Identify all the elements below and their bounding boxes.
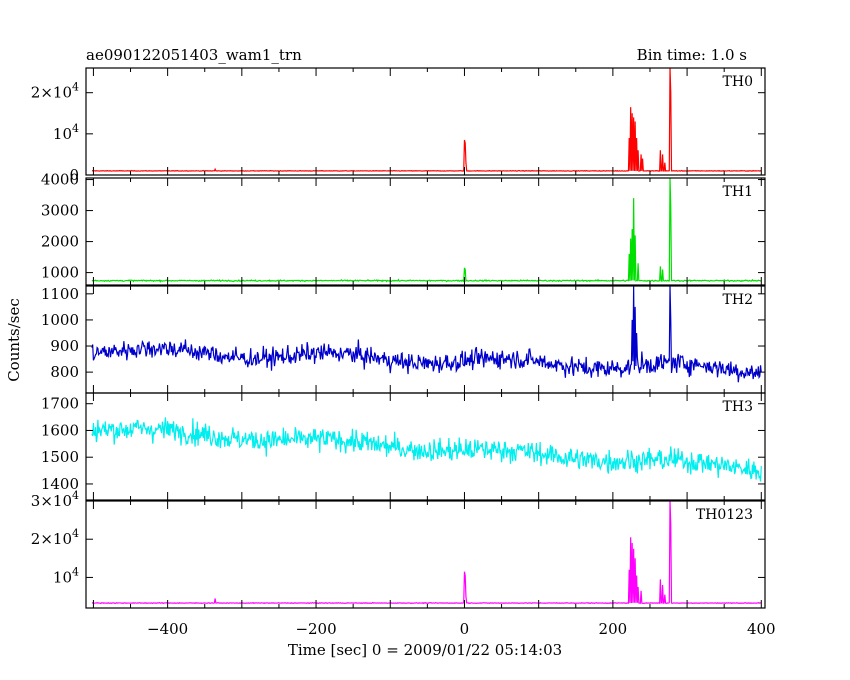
chart-title-left: ae090122051403_wam1_trn xyxy=(86,46,302,64)
panel-frame xyxy=(85,285,766,394)
y-tick-label: 104 xyxy=(53,122,79,143)
y-tick-label: 900 xyxy=(50,337,79,355)
y-tick-label: 1000 xyxy=(41,311,79,329)
y-tick-label: 1400 xyxy=(41,475,79,493)
series-line-th0 xyxy=(91,68,762,172)
panel-th0: TH0 0 104 2×104 xyxy=(31,67,766,184)
panel-frame xyxy=(85,67,766,176)
series-line-th2 xyxy=(91,286,762,383)
x-tick-labels: −400 −200 0 200 400 xyxy=(147,620,776,638)
y-tick-label: 1600 xyxy=(41,421,79,439)
y-tick-label: 1000 xyxy=(41,264,79,282)
x-tick-label: 200 xyxy=(599,620,628,638)
panel-frame xyxy=(85,500,766,609)
y-tick-label: 2×104 xyxy=(31,81,79,102)
y-tick-label: 0 xyxy=(69,166,79,184)
x-tick-label: −400 xyxy=(147,620,188,638)
y-axis-label: Counts/sec xyxy=(5,298,23,382)
y-tick-label: 1700 xyxy=(41,395,79,413)
y-tick-label: 800 xyxy=(50,363,79,381)
y-tick-label: 3000 xyxy=(41,202,79,220)
panel-th2: TH2 800 900 1000 1100 xyxy=(41,285,766,394)
series-line-th0123 xyxy=(91,501,762,605)
panel-th1: TH1 1000 2000 3000 4000 xyxy=(41,171,766,286)
x-tick-label: −200 xyxy=(295,620,336,638)
series-label-th0123: TH0123 xyxy=(696,507,753,523)
chart-panels: TH0 0 104 2×104 TH1 1000 2000 3000 4000 TH2 800 900… xyxy=(31,67,766,609)
y-tick-label: 4000 xyxy=(41,171,79,189)
series-line-th1 xyxy=(91,178,762,283)
y-tick-label: 1100 xyxy=(41,285,79,303)
y-tick-label: 2000 xyxy=(41,233,79,251)
chart-title-right: Bin time: 1.0 s xyxy=(637,46,747,64)
panel-frame xyxy=(85,177,766,286)
y-tick-label: 1500 xyxy=(41,448,79,466)
series-line-th3 xyxy=(91,417,762,482)
series-label-th1: TH1 xyxy=(723,184,753,200)
y-tick-label: 3×104 xyxy=(31,489,79,510)
x-tick-label: 400 xyxy=(747,620,776,638)
x-tick-label: 0 xyxy=(460,620,470,638)
x-axis-label: Time [sec] 0 = 2009/01/22 05:14:03 xyxy=(288,641,562,659)
series-label-th2: TH2 xyxy=(723,292,753,308)
series-label-th3: TH3 xyxy=(723,399,753,415)
series-label-th0: TH0 xyxy=(723,74,753,90)
y-tick-label: 2×104 xyxy=(31,527,79,548)
panel-frame xyxy=(85,392,766,501)
panel-th3: TH3 1400 1500 1600 1700 xyxy=(41,392,766,501)
y-tick-label: 104 xyxy=(53,565,79,586)
panel-th0123: TH0123 104 2×104 3×104 xyxy=(31,489,766,609)
